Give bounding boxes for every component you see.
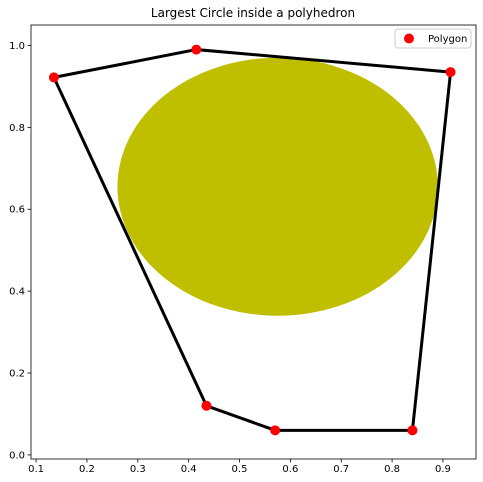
y-tick-label: 0.6 (9, 205, 25, 216)
chart-title: Largest Circle inside a polyhedron (151, 6, 355, 20)
x-tick-label: 0.8 (384, 464, 400, 475)
polygon-vertex-point (48, 72, 59, 83)
axes-frame (30, 24, 477, 460)
legend-box (394, 28, 472, 49)
x-tick-label: 0.7 (333, 464, 349, 475)
x-tick-label: 0.5 (232, 464, 248, 475)
polygon-vertex-point (445, 67, 456, 78)
y-tick-label: 0.2 (9, 369, 25, 380)
x-tick-label: 0.1 (28, 464, 44, 475)
y-tick-label: 0.4 (9, 287, 25, 298)
polygon-vertex-point (191, 44, 202, 55)
legend: Polygon (394, 28, 472, 49)
polygon-vertex-point (270, 425, 281, 436)
polygon-vertex-point (201, 400, 212, 411)
legend-label: Polygon (428, 34, 467, 45)
x-tick-label: 0.3 (130, 464, 146, 475)
y-tick-label: 0.0 (9, 450, 25, 461)
x-tick-label: 0.6 (282, 464, 298, 475)
x-tick-label: 0.4 (181, 464, 197, 475)
y-tick-label: 1.0 (9, 41, 25, 52)
x-tick-label: 0.2 (79, 464, 95, 475)
legend-marker (404, 33, 414, 44)
inscribed-circle (117, 57, 438, 316)
polygon-vertex-point (407, 425, 418, 436)
plot-area: 0.1 0.2 0.3 0.4 0.5 0.6 0.7 0.8 0.9 0.0 0.2 0.4 0.6 0… (9, 24, 477, 475)
y-tick-label: 0.8 (9, 123, 25, 134)
x-tick-label: 0.9 (435, 464, 451, 475)
